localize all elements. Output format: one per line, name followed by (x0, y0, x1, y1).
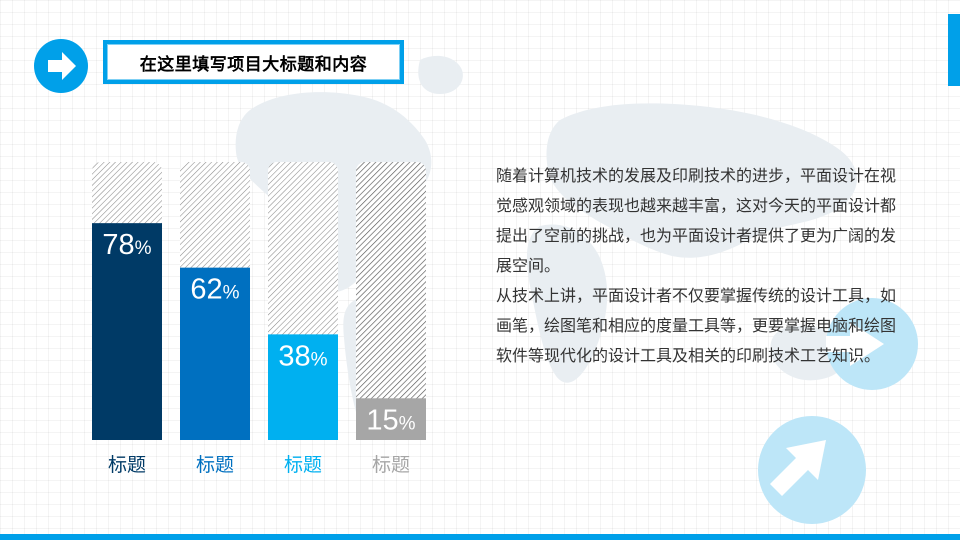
category-label: 标题 (284, 454, 322, 476)
title-frame: 在这里填写项目大标题和内容 (103, 40, 404, 84)
page-title: 在这里填写项目大标题和内容 (139, 54, 368, 74)
category-label: 标题 (196, 454, 234, 476)
bar-value-label: 78% (102, 229, 151, 261)
bottom-accent-line (0, 534, 960, 540)
header-arrow-badge (34, 39, 88, 93)
bar-group: 15% 标题 (356, 162, 426, 476)
bar-group: 62% 标题 (180, 162, 250, 476)
body-paragraph-1: 随着计算机技术的发展及印刷技术的进步，平面设计在视觉感观领域的表现也越来越丰富，… (496, 168, 897, 275)
deco-arrow-small-icon (826, 322, 884, 366)
bar-group: 78% 标题 (92, 162, 162, 476)
bar-value-label: 62% (190, 274, 239, 306)
bar (268, 334, 338, 440)
right-accent-bar (948, 14, 960, 86)
bar (180, 267, 250, 440)
bar-group: 38% 标题 (268, 162, 338, 476)
category-label: 标题 (108, 454, 146, 476)
body-paragraph-2: 从技术上讲，平面设计者不仅要掌握传统的设计工具，如画笔，绘图笔和相应的度量工具等… (496, 288, 897, 365)
deco-arrow-large-icon (770, 440, 826, 496)
bar (92, 223, 162, 440)
body-text-block: 随着计算机技术的发展及印刷技术的进步，平面设计在视觉感观领域的表现也越来越丰富，… (496, 162, 906, 372)
arrow-right-icon (48, 52, 76, 80)
bar-value-label: 15% (366, 404, 415, 436)
bar (356, 398, 426, 440)
title-inner: 在这里填写项目大标题和内容 (107, 44, 400, 80)
category-label: 标题 (372, 454, 410, 476)
bar-value-label: 38% (278, 340, 327, 372)
bar-track (356, 162, 426, 440)
